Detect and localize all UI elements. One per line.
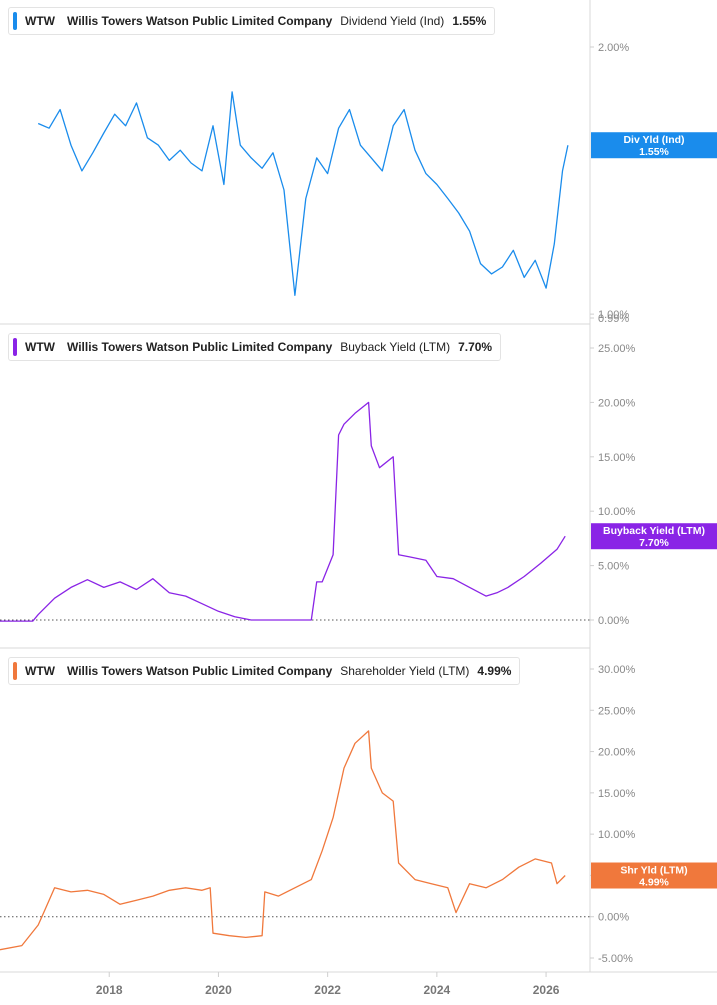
last-value-tag: Div Yld (Ind)1.55% [591,132,717,159]
x-tick-label: 2020 [205,983,232,997]
series-line-2 [0,730,566,951]
y-tick-label: 25.00% [598,705,636,717]
chart-panel-2: 30.00%25.00%20.00%15.00%10.00%5.00%0.00%… [0,664,717,965]
y-tick-label: 15.00% [598,452,636,464]
y-tick-label: 10.00% [598,506,636,518]
metric-name: Buyback Yield (LTM) [340,340,451,354]
y-tick-label: 20.00% [598,747,636,759]
series-line-0 [37,91,569,296]
series-color-swatch [13,12,17,30]
legend-dividend-yield[interactable]: WTW Willis Towers Watson Public Limited … [8,7,496,35]
y-tick-label: 25.00% [598,343,636,355]
x-tick-label: 2024 [424,983,451,997]
chart-panel-1: 25.00% 20.00% 15.00% 10.00% 5.00% 0.00% Buybac… [0,343,717,627]
metric-name: Dividend Yield (Ind) [340,14,445,28]
ticker-label: WTW [25,14,55,28]
company-name: Willis Towers Watson Public Limited Comp… [66,14,333,28]
y-tick-label: -5.00% [598,953,633,965]
y-tick-label: 1.00% [598,309,629,321]
metric-value: 4.99% [477,664,512,678]
y-tick-label: 5.00% [598,561,629,573]
last-value-tag-value: 7.70% [639,537,669,549]
y-tick-label: 0.00% [598,912,629,924]
x-tick-label: 2018 [96,983,123,997]
y-tick-label: 0.99% [598,313,629,325]
last-value-tag-bg [591,523,717,550]
legend-buyback-yield[interactable]: WTW Willis Towers Watson Public Limited … [8,333,502,361]
last-value-tag-bg [591,132,717,159]
last-value-tag-label: Buyback Yield (LTM) [603,525,705,537]
company-name: Willis Towers Watson Public Limited Comp… [66,664,333,678]
metric-value: 1.55% [452,14,487,28]
ticker-label: WTW [25,664,55,678]
ticker-label: WTW [25,340,55,354]
series-color-swatch [13,662,17,680]
last-value-tag-label: Div Yld (Ind) [623,134,684,146]
x-tick-label: 2022 [314,983,341,997]
x-tick-label: 2026 [533,983,560,997]
last-value-tag-value: 1.55% [639,146,669,158]
last-value-tag-bg [591,862,717,889]
metric-name: Shareholder Yield (LTM) [340,664,470,678]
company-name: Willis Towers Watson Public Limited Comp… [66,340,333,354]
y-tick-label: 15.00% [598,788,636,800]
last-value-tag: Buyback Yield (LTM)7.70% [591,523,717,550]
last-value-tag-value: 4.99% [639,877,669,889]
metric-value: 7.70% [458,340,493,354]
series-color-swatch [13,338,17,356]
y-tick-label: 2.00% [598,42,629,54]
y-tick-label: 20.00% [598,397,636,409]
chart-panel-0: 2.00% 1.00%0.99% Div Yld (Ind)1.55% [37,42,717,325]
series-line-1 [0,401,566,622]
last-value-tag-label: Shr Yld (LTM) [620,865,687,877]
y-tick-label: 0.00% [598,615,629,627]
y-tick-label: 30.00% [598,664,636,676]
legend-shareholder-yield[interactable]: WTW Willis Towers Watson Public Limited … [8,657,521,685]
y-tick-label: 10.00% [598,829,636,841]
last-value-tag: Shr Yld (LTM)4.99% [591,862,717,889]
